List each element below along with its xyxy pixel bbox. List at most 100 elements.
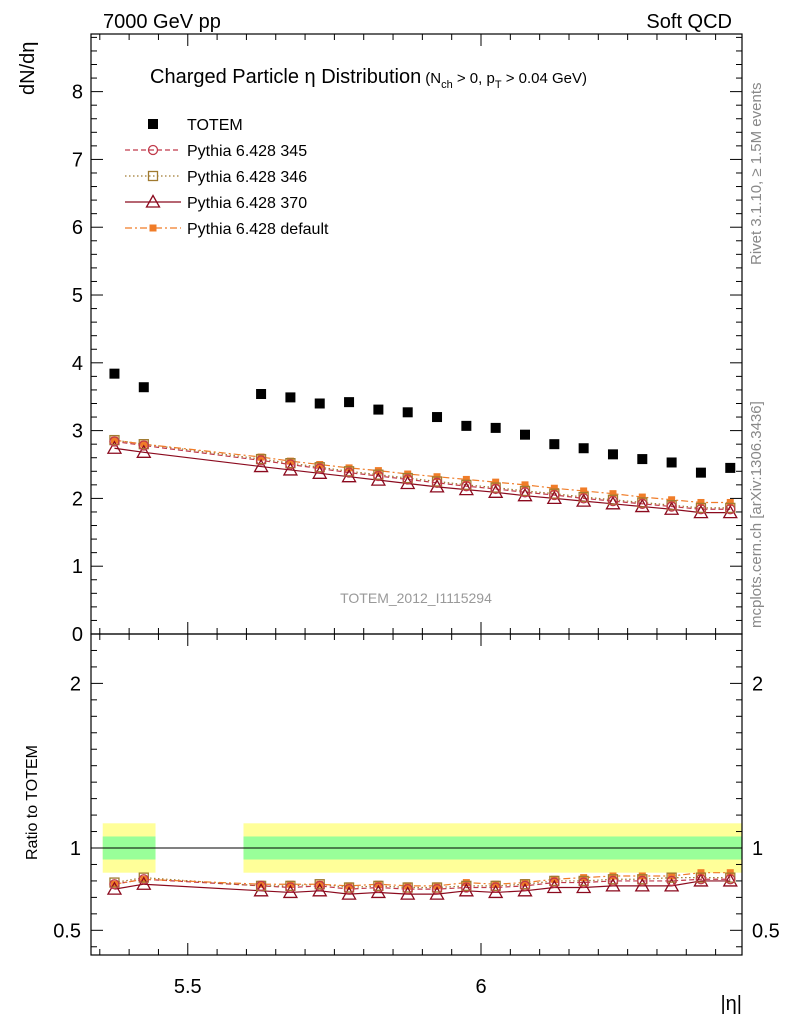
point-pythia-6-428-default xyxy=(697,498,705,506)
point-totem xyxy=(402,407,413,418)
point-pythia-6-428-345 xyxy=(637,498,648,509)
legend-label-pythia-6-428-345: Pythia 6.428 345 xyxy=(187,143,307,160)
point-pythia-6-428-370 xyxy=(253,458,269,473)
ratio-point-pythia-6-428-default xyxy=(286,880,294,888)
rivet-version-label: Rivet 3.1.10, ≥ 1.5M events xyxy=(748,83,765,266)
point-pythia-6-428-345 xyxy=(695,504,707,515)
point-pythia-6-428-default xyxy=(462,475,470,483)
point-totem xyxy=(549,439,560,450)
ratio-point-pythia-6-428-370 xyxy=(664,878,680,892)
ratio-point-pythia-6-428-default xyxy=(550,875,558,883)
point-pythia-6-428-345 xyxy=(373,470,384,482)
legend-label-pythia-6-428-default: Pythia 6.428 default xyxy=(187,221,329,238)
point-pythia-6-428-345 xyxy=(549,489,560,501)
analysis-watermark: TOTEM_2012_I1115294 xyxy=(340,590,492,606)
ratio-point-pythia-6-428-default xyxy=(404,882,412,890)
ratio-y-tick-label-right: 1 xyxy=(752,838,763,860)
top-y-tick-label: 4 xyxy=(72,353,83,375)
ratio-point-pythia-6-428-370 xyxy=(370,884,386,899)
ratio-point-pythia-6-428-345 xyxy=(314,880,325,892)
point-totem xyxy=(490,422,501,433)
ratio-panel-series xyxy=(106,869,738,900)
ratio-point-pythia-6-428-370 xyxy=(722,873,738,887)
point-pythia-6-428-345 xyxy=(461,481,472,492)
top-panel-series xyxy=(106,368,738,519)
ratio-point-pythia-6-428-370 xyxy=(546,879,562,894)
ratio-point-pythia-6-428-345 xyxy=(461,882,472,893)
ratio-point-pythia-6-428-345 xyxy=(725,874,736,885)
legend: TOTEM Pythia 6.428 345 Pythia 6.428 346 Pyt… xyxy=(125,117,329,238)
point-totem xyxy=(373,404,384,415)
point-totem xyxy=(607,449,618,460)
point-totem xyxy=(461,420,472,431)
ratio-point-pythia-6-428-346 xyxy=(666,872,677,883)
ratio-y-tick-label-right: 0.5 xyxy=(752,920,780,942)
point-totem xyxy=(520,429,530,440)
point-pythia-6-428-default xyxy=(726,498,734,506)
point-pythia-6-428-default xyxy=(110,436,118,444)
ratio-point-pythia-6-428-345 xyxy=(431,884,443,895)
header-energy-label: 7000 GeV pp xyxy=(103,11,221,33)
ratio-point-pythia-6-428-370 xyxy=(517,882,533,897)
ratio-point-pythia-6-428-default xyxy=(110,880,118,888)
point-pythia-6-428-345 xyxy=(314,463,325,474)
point-pythia-6-428-default xyxy=(609,490,617,498)
top-y-tick-label: 8 xyxy=(72,82,83,104)
point-pythia-6-428-370 xyxy=(664,501,680,515)
ratio-point-pythia-6-428-370 xyxy=(576,879,592,894)
top-y-tick-label: 1 xyxy=(72,556,83,578)
point-pythia-6-428-370 xyxy=(634,498,650,513)
ratio-point-pythia-6-428-345 xyxy=(578,877,589,888)
point-pythia-6-428-default xyxy=(286,457,294,465)
top-y-tick-label: 7 xyxy=(72,149,83,171)
legend-marker-pythia-6-428-370 xyxy=(145,194,161,208)
legend-marker-totem xyxy=(148,119,158,129)
point-pythia-6-428-345 xyxy=(109,436,120,447)
ratio-point-pythia-6-428-345 xyxy=(285,882,296,893)
point-pythia-6-428-default xyxy=(638,493,646,501)
axes-frame: 0 1 2 3 4 5 6 7 8 0.5 0.5 1 1 2 2 5.5 6 xyxy=(53,33,780,998)
ratio-point-pythia-6-428-345 xyxy=(637,875,648,887)
point-pythia-6-428-345 xyxy=(431,477,443,488)
top-y-tick-label: 6 xyxy=(72,217,83,239)
ratio-y-axis-title: Ratio to TOTEM xyxy=(24,745,41,860)
header-process-label: Soft QCD xyxy=(646,11,732,33)
ratio-point-pythia-6-428-370 xyxy=(106,881,123,895)
point-pythia-6-428-default xyxy=(521,481,529,489)
point-pythia-6-428-370 xyxy=(312,465,328,479)
x-axis-title: |η| xyxy=(720,993,742,1015)
ratio-panel-frame xyxy=(90,633,743,956)
ratio-point-pythia-6-428-370 xyxy=(136,876,152,890)
point-totem xyxy=(256,389,267,399)
plot-title: Charged Particle η Distribution (Nch > 0,… xyxy=(150,66,587,91)
point-totem xyxy=(432,412,443,423)
point-pythia-6-428-370 xyxy=(576,493,592,507)
ratio-point-pythia-6-428-345 xyxy=(138,874,149,885)
ratio-point-pythia-6-428-345 xyxy=(519,880,531,892)
legend-marker-pythia-6-428-346 xyxy=(147,170,159,182)
point-totem xyxy=(695,467,706,478)
point-totem xyxy=(637,454,648,465)
top-y-axis-title: dN/dη xyxy=(17,42,39,95)
point-pythia-6-428-345 xyxy=(490,483,501,495)
point-pythia-6-428-345 xyxy=(138,440,149,451)
ratio-point-pythia-6-428-370 xyxy=(429,886,445,900)
ratio-point-pythia-6-428-370 xyxy=(341,886,357,900)
point-totem xyxy=(344,397,355,408)
ratio-point-pythia-6-428-345 xyxy=(255,880,267,892)
point-totem xyxy=(285,392,296,403)
point-pythia-6-428-default xyxy=(257,453,265,461)
mcplots-reference-label: mcplots.cern.ch [arXiv:1306.3436] xyxy=(748,401,765,628)
top-y-tick-label: 3 xyxy=(72,421,83,443)
ratio-point-pythia-6-428-345 xyxy=(607,875,619,887)
ratio-point-pythia-6-428-default xyxy=(345,882,353,890)
point-totem xyxy=(725,462,736,473)
point-pythia-6-428-345 xyxy=(343,467,355,478)
top-y-tick-label: 2 xyxy=(72,488,83,510)
point-pythia-6-428-345 xyxy=(402,474,413,485)
point-pythia-6-428-370 xyxy=(605,496,621,510)
point-totem xyxy=(109,368,120,379)
ratio-point-pythia-6-428-370 xyxy=(693,873,709,887)
ratio-point-pythia-6-428-345 xyxy=(373,882,384,893)
